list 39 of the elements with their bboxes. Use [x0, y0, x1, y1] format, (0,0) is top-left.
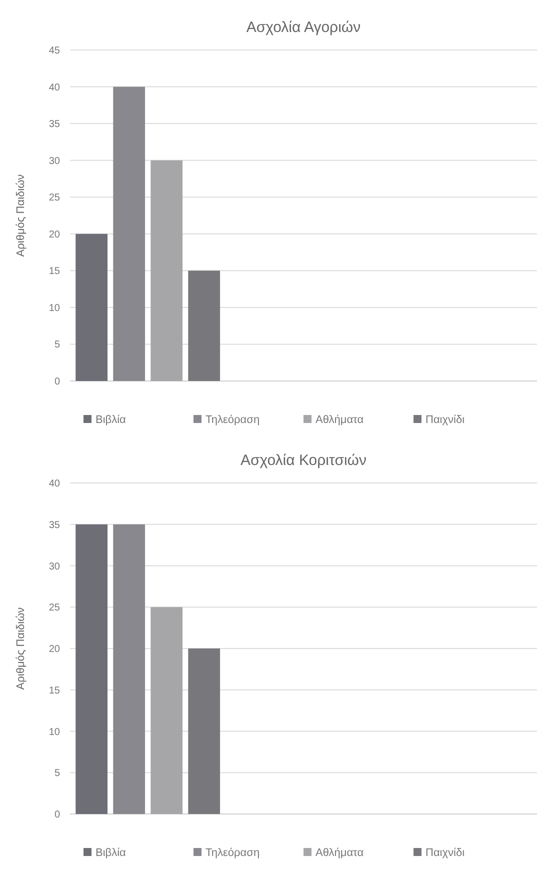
y-tick-label: 25	[48, 602, 60, 614]
y-axis-title: Αριθμός Παιδιών	[15, 174, 27, 257]
legend-label: Αθλήματα	[316, 846, 364, 859]
bar	[188, 270, 220, 381]
legend-label: Τηλεόραση	[206, 414, 260, 426]
bar	[150, 160, 183, 381]
y-tick-label: 5	[54, 340, 60, 351]
bar	[188, 648, 220, 814]
y-tick-label: 20	[48, 644, 60, 655]
legend-label: Τηλεόραση	[206, 846, 260, 859]
y-tick-label: 30	[48, 156, 60, 167]
y-tick-label: 25	[48, 192, 60, 204]
bar	[150, 607, 183, 814]
y-tick-label: 40	[48, 82, 60, 94]
legend-label: Παιχνίδι	[426, 414, 466, 426]
y-tick-label: 5	[54, 768, 60, 780]
legend-label: Βιβλία	[96, 414, 127, 426]
y-tick-label: 35	[48, 119, 60, 130]
bar	[113, 86, 146, 381]
legend-label: Παιχνίδι	[426, 846, 466, 859]
bar	[76, 524, 108, 814]
y-tick-label: 15	[48, 685, 60, 696]
legend-label: Αθλήματα	[316, 414, 364, 426]
chart-title: Ασχολία Αγοριών	[246, 19, 361, 36]
bar	[113, 524, 146, 814]
legend-label: Βιβλία	[96, 846, 127, 859]
chart-title: Ασχολία Κοριτσιών	[240, 452, 367, 469]
y-tick-label: 0	[54, 376, 60, 388]
y-tick-label: 30	[48, 561, 60, 572]
y-tick-label: 35	[48, 520, 60, 531]
y-tick-label: 10	[48, 302, 60, 314]
y-tick-label: 10	[48, 726, 60, 738]
bar	[76, 234, 108, 381]
y-tick-label: 15	[48, 266, 60, 278]
y-tick-label: 40	[48, 478, 60, 490]
y-tick-label: 0	[54, 810, 60, 820]
y-tick-label: 45	[48, 46, 60, 56]
y-tick-label: 20	[48, 229, 60, 240]
y-axis-title: Αριθμός Παιδιών	[15, 606, 27, 690]
